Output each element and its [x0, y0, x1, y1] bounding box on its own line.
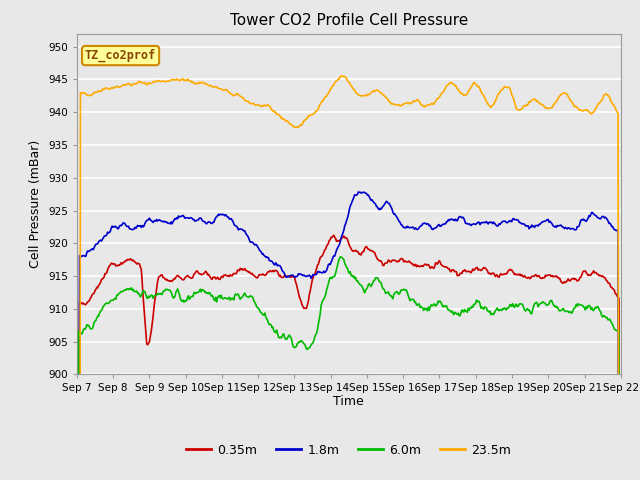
- Legend: 0.35m, 1.8m, 6.0m, 23.5m: 0.35m, 1.8m, 6.0m, 23.5m: [181, 439, 516, 462]
- Text: TZ_co2prof: TZ_co2prof: [85, 49, 156, 62]
- X-axis label: Time: Time: [333, 395, 364, 408]
- Title: Tower CO2 Profile Cell Pressure: Tower CO2 Profile Cell Pressure: [230, 13, 468, 28]
- Y-axis label: Cell Pressure (mBar): Cell Pressure (mBar): [29, 140, 42, 268]
